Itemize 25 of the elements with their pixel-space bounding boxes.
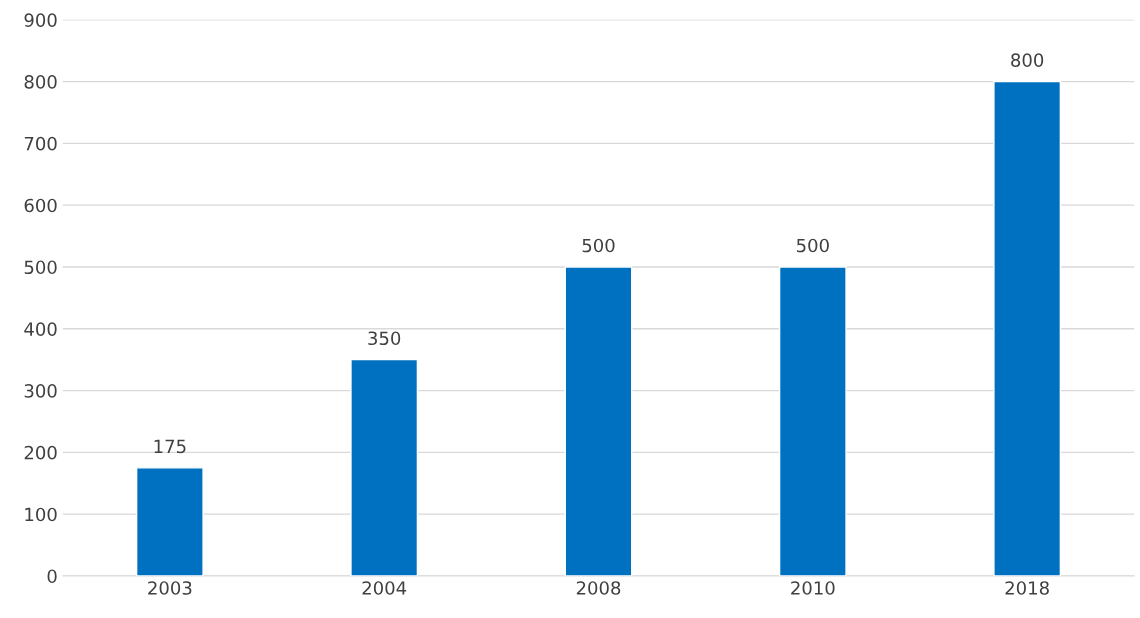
bar xyxy=(993,80,1062,576)
x-tick-label: 2003 xyxy=(148,581,192,595)
y-tick-label: 900 xyxy=(24,13,57,27)
bar xyxy=(350,358,419,576)
x-tick-label: 2008 xyxy=(576,581,621,595)
y-tick-label: 800 xyxy=(24,75,57,89)
y-tick-label: 0 xyxy=(47,569,57,584)
data-label: 500 xyxy=(582,238,615,253)
y-tick-label: 300 xyxy=(24,384,57,398)
bar xyxy=(778,266,847,576)
x-tick-label: 2010 xyxy=(791,581,835,595)
bar xyxy=(135,467,204,576)
y-tick-label: 700 xyxy=(24,136,57,151)
data-label: 500 xyxy=(796,238,829,253)
y-tick-label: 400 xyxy=(24,322,57,336)
data-label: 350 xyxy=(368,331,401,346)
x-tick-label: 2018 xyxy=(1005,581,1049,595)
y-tick-label: 600 xyxy=(24,198,57,213)
y-tick-label: 100 xyxy=(25,507,57,522)
y-tick-label: 500 xyxy=(24,260,57,275)
x-tick-label: 2004 xyxy=(362,581,407,595)
y-tick-label: 200 xyxy=(24,445,57,460)
bar xyxy=(564,266,633,576)
data-label: 800 xyxy=(1011,53,1044,67)
data-label: 175 xyxy=(154,439,186,454)
